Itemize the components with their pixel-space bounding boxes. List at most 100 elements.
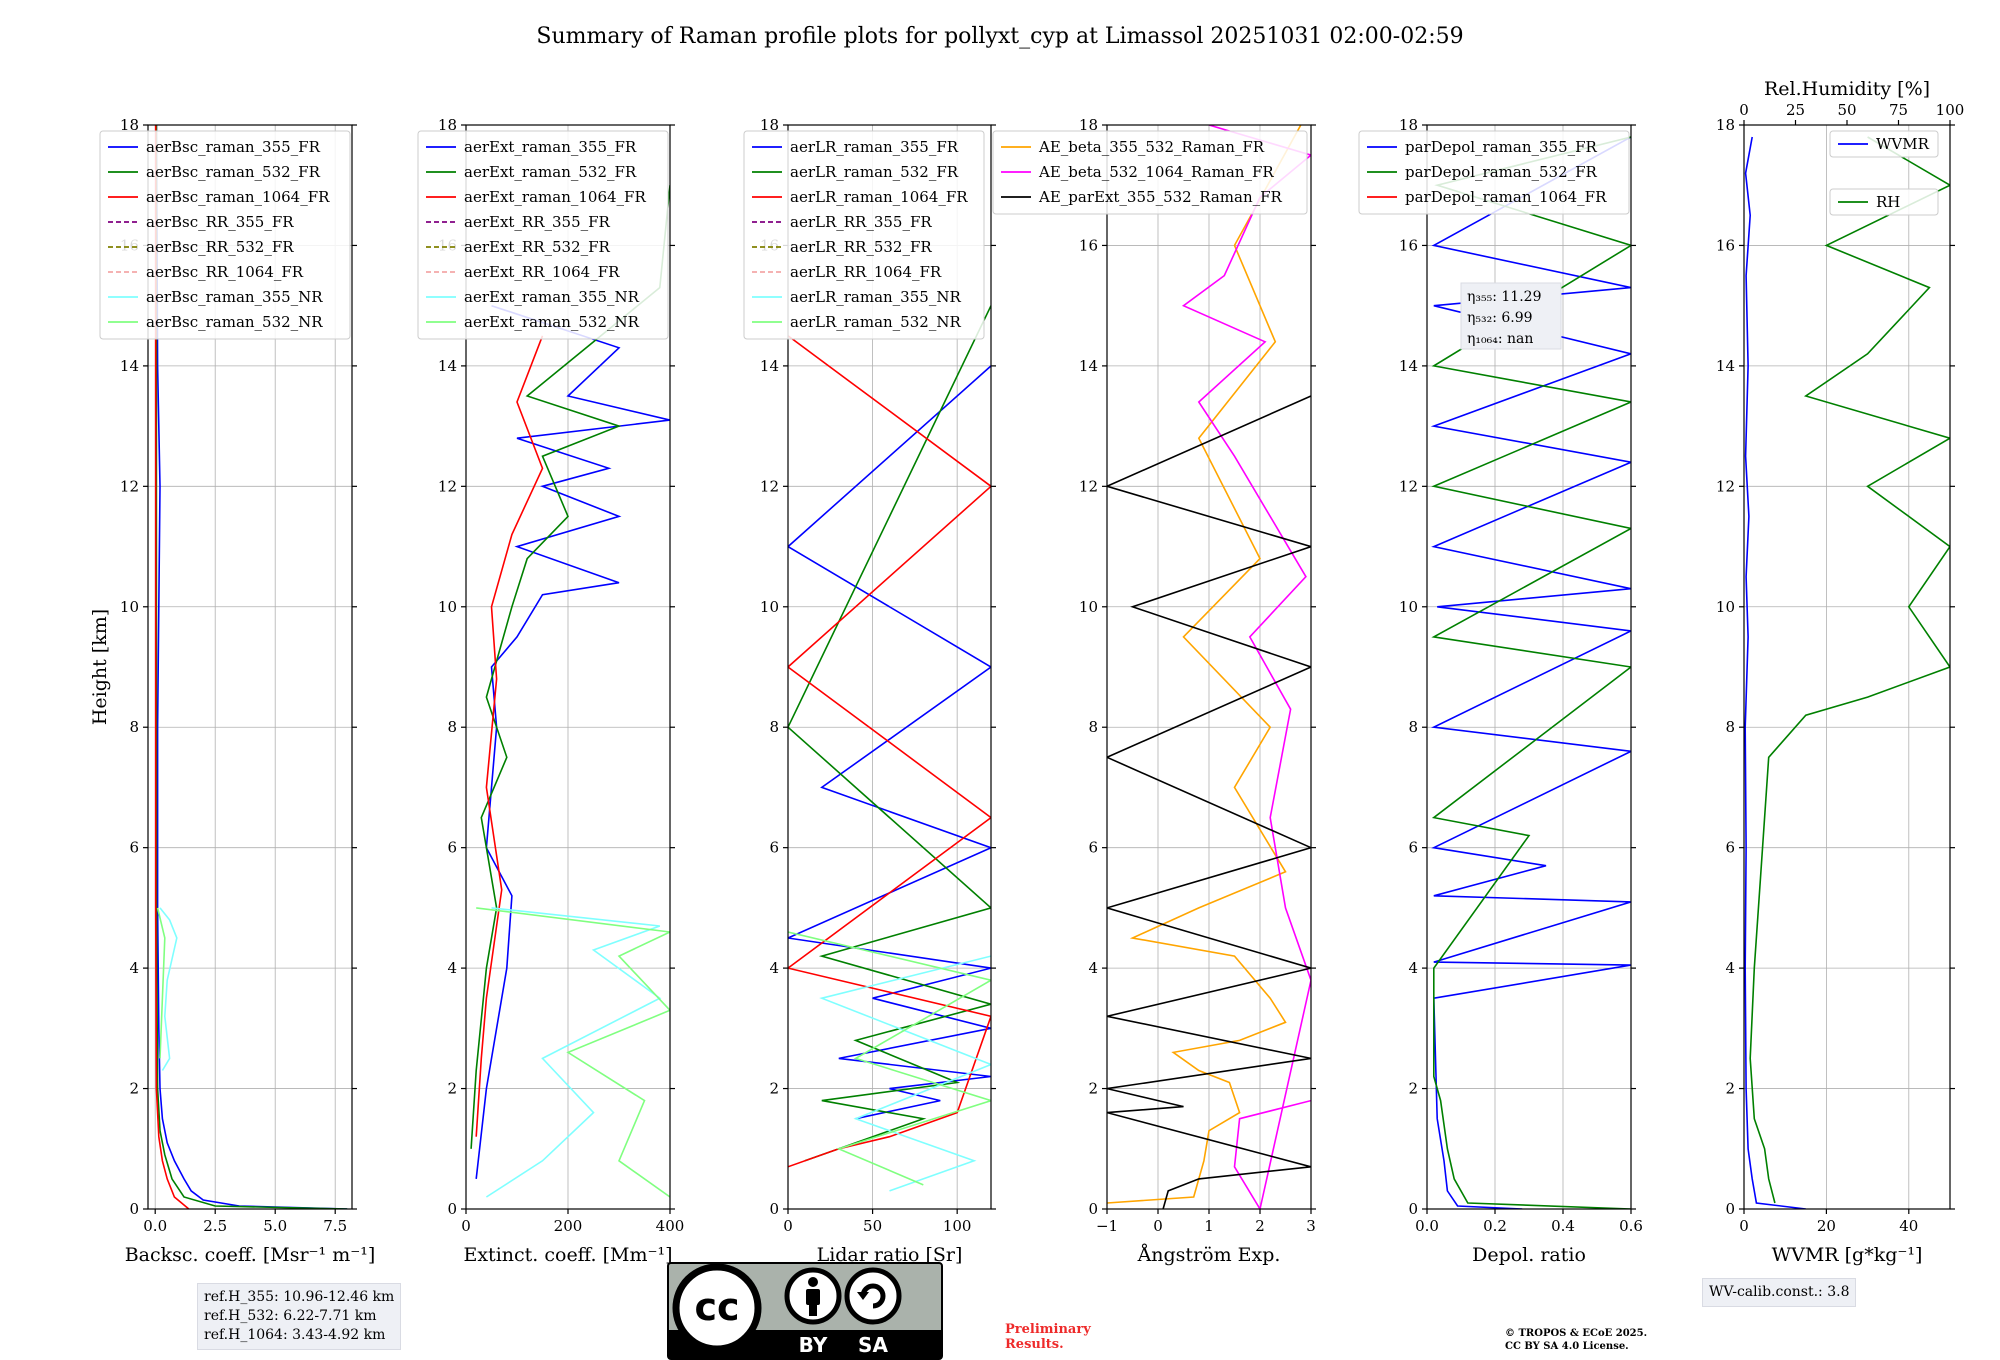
y-tick-label: 14 — [438, 357, 457, 375]
series-rh — [1749, 136, 1950, 1204]
y-tick-label: 0 — [447, 1200, 457, 1218]
series-aerbsc-raman-1064-fr — [154, 125, 190, 1209]
legend-entry: aerExt_RR_355_FR — [464, 213, 611, 231]
y-tick-label: 2 — [1408, 1080, 1418, 1098]
x-tick-label: 0.2 — [1483, 1217, 1507, 1235]
cc-icon — [672, 1263, 762, 1353]
y-tick-label: 10 — [760, 598, 779, 616]
reference-height-box: ref.H_355: 10.96-12.46 km ref.H_532: 6.2… — [197, 1283, 402, 1350]
x-tick-label: 40 — [1899, 1217, 1918, 1235]
legend-entry: aerLR_RR_532_FR — [790, 238, 932, 256]
legend: aerLR_raman_355_FR aerLR_raman_532_FR aerL… — [743, 130, 985, 340]
legend: AE_beta_355_532_Raman_FR AE_beta_532_1064… — [992, 130, 1308, 215]
legend-entry: aerExt_raman_532_FR — [464, 163, 637, 181]
y-tick-label: 18 — [1399, 116, 1418, 134]
preliminary-results-note: Preliminary Results. — [1005, 1322, 1125, 1352]
y-tick-label: 12 — [1716, 477, 1735, 495]
legend-entry: AE_parExt_355_532_Raman_FR — [1038, 188, 1283, 206]
legend-entry: aerBsc_raman_1064_FR — [146, 188, 330, 206]
y-tick-label: 4 — [1088, 959, 1098, 977]
y-tick-label: 10 — [120, 598, 139, 616]
x-tick-label: 3 — [1306, 1217, 1316, 1235]
series-aerbsc-raman-532-nr — [156, 907, 166, 1059]
plot-area — [1107, 125, 1311, 1209]
y-tick-label: 0 — [1725, 1200, 1735, 1218]
y-tick-label: 6 — [769, 839, 779, 857]
top-x-tick-label: 0 — [1739, 101, 1749, 119]
y-tick-label: 12 — [760, 477, 779, 495]
y-tick-label: 4 — [1725, 959, 1735, 977]
x-axis-label: Lidar ratio [Sr] — [817, 1244, 963, 1266]
by-icon — [784, 1267, 842, 1325]
x-tick-label: 2.5 — [203, 1217, 227, 1235]
axes-frame — [1426, 124, 1632, 1210]
legend-entry: aerExt_raman_1064_FR — [464, 188, 646, 206]
series-aerbsc-raman-355-nr — [159, 907, 178, 1071]
series-aerext-raman-1064-fr — [475, 335, 544, 1137]
legend: WVMR RH — [1829, 130, 1939, 216]
y-tick-label: 18 — [1716, 116, 1735, 134]
y-tick-label: 4 — [129, 959, 139, 977]
y-tick-label: 2 — [769, 1080, 779, 1098]
plot-area — [788, 305, 991, 1192]
y-tick-label: 14 — [1079, 357, 1098, 375]
legend-entry: aerLR_RR_355_FR — [790, 213, 932, 231]
plot-area — [154, 125, 348, 1209]
legend-entry: parDepol_raman_532_FR — [1405, 163, 1598, 181]
y-tick-label: 12 — [438, 477, 457, 495]
legend-entry: aerLR_RR_1064_FR — [790, 263, 942, 281]
x-tick-label: 20 — [1817, 1217, 1836, 1235]
x-axis-label: Ångström Exp. — [1137, 1244, 1281, 1266]
legend-entry: aerExt_raman_532_NR — [464, 313, 640, 331]
y-tick-label: 10 — [1716, 598, 1735, 616]
panel-lidar-ratio: 024681012141618050100Lidar ratio [Sr]aer… — [743, 116, 996, 1266]
ref-h-355: ref.H_355: 10.96-12.46 km — [204, 1289, 395, 1305]
panel-extinction: 0246810121416180200400Extinct. coeff. [M… — [417, 116, 685, 1266]
series-wvmr — [1744, 136, 1806, 1209]
x-tick-label: 5.0 — [263, 1217, 287, 1235]
eta-annotation-line: η₁₀₆₄: nan — [1467, 331, 1533, 347]
x-tick-label: 0 — [1153, 1217, 1163, 1235]
legend-entry: aerLR_raman_532_FR — [790, 163, 959, 181]
y-tick-label: 18 — [120, 116, 139, 134]
x-tick-label: 100 — [943, 1217, 972, 1235]
legend-entry: aerLR_raman_355_FR — [790, 138, 959, 156]
legend-entry: aerExt_raman_355_NR — [464, 288, 640, 306]
y-tick-label: 2 — [447, 1080, 457, 1098]
top-x-tick-label: 25 — [1786, 101, 1805, 119]
y-tick-label: 4 — [769, 959, 779, 977]
x-tick-label: 0.0 — [1415, 1217, 1439, 1235]
legend: parDepol_raman_355_FR parDepol_raman_532_… — [1358, 130, 1630, 215]
series-ae-parext-355-532-raman-fr — [1107, 395, 1311, 1209]
y-tick-label: 12 — [1079, 477, 1098, 495]
axes-frame — [147, 124, 353, 1210]
y-tick-label: 8 — [769, 718, 779, 736]
preliminary-line-1: Preliminary — [1005, 1322, 1091, 1337]
y-tick-label: 12 — [120, 477, 139, 495]
y-tick-label: 0 — [769, 1200, 779, 1218]
legend-entry: aerLR_raman_355_NR — [790, 288, 961, 306]
legend-entry: AE_beta_355_532_Raman_FR — [1038, 138, 1265, 156]
y-axis-label: Height [km] — [89, 609, 111, 725]
y-tick-label: 4 — [447, 959, 457, 977]
series-aerlr-raman-532-fr — [788, 305, 991, 1162]
x-tick-label: −1 — [1096, 1217, 1118, 1235]
y-tick-label: 12 — [1399, 477, 1418, 495]
axes-frame — [1743, 124, 1951, 1210]
x-tick-label: 400 — [656, 1217, 685, 1235]
eta-annotation-line: η₅₃₂: 6.99 — [1467, 310, 1533, 326]
y-tick-label: 2 — [1088, 1080, 1098, 1098]
legend-entry: aerLR_raman_1064_FR — [790, 188, 968, 206]
plot-area — [470, 185, 670, 1198]
eta-annotation-line: η₃₅₅: 11.29 — [1467, 289, 1541, 305]
y-tick-label: 2 — [129, 1080, 139, 1098]
x-tick-label: 0.4 — [1551, 1217, 1575, 1235]
copyright-line-2: CC BY SA 4.0 License. — [1505, 1341, 1629, 1352]
series-ae-beta-532-1064-raman-fr — [1181, 125, 1311, 1209]
y-tick-label: 14 — [1399, 357, 1418, 375]
eta-annotation-box — [1460, 282, 1562, 350]
x-tick-label: 2 — [1255, 1217, 1265, 1235]
series-pardepol-raman-355-fr — [1430, 136, 1631, 1209]
legend-entry: aerExt_RR_532_FR — [464, 238, 611, 256]
